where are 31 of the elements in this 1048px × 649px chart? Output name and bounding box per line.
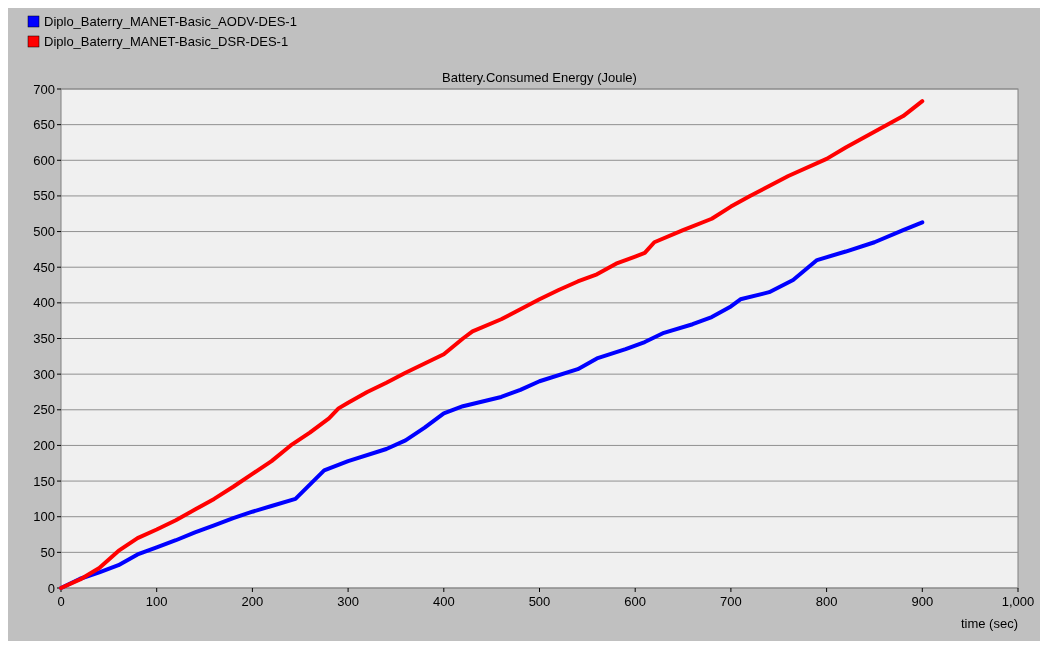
y-tick-label: 700 xyxy=(33,81,55,97)
x-tick-label: 100 xyxy=(145,594,168,609)
y-tick-label: 650 xyxy=(33,117,55,133)
y-tick-label: 100 xyxy=(33,509,55,525)
x-tick-label: 300 xyxy=(337,594,359,609)
y-tick-label: 600 xyxy=(33,152,55,168)
x-tick-label: 500 xyxy=(528,594,551,609)
y-tick-label: 350 xyxy=(33,331,55,347)
y-tick-label: 500 xyxy=(33,224,55,240)
y-tick-label: 450 xyxy=(33,259,55,275)
x-tick-label: 200 xyxy=(241,594,264,609)
y-tick-label: 200 xyxy=(33,437,55,453)
y-tick-label: 300 xyxy=(33,366,55,382)
x-tick-label: 700 xyxy=(720,594,742,609)
y-tick-label: 50 xyxy=(40,544,55,560)
x-tick-label: 900 xyxy=(911,594,934,609)
line-series xyxy=(59,99,925,590)
x-tick-label: 400 xyxy=(432,594,455,609)
y-tick-label: 400 xyxy=(33,295,55,311)
chart-title: Battery.Consumed Energy (Joule) xyxy=(442,70,637,85)
x-axis-title: time (sec) xyxy=(960,616,1018,631)
y-tick-label: 0 xyxy=(47,580,55,596)
x-tick-label: 0 xyxy=(57,594,65,609)
x-tick-label: 1,000 xyxy=(1001,594,1035,609)
legend-label: Diplo_Baterry_MANET-Basic_DSR-DES-1 xyxy=(44,34,289,49)
x-tick-label: 800 xyxy=(815,594,838,609)
y-tick-label: 550 xyxy=(33,188,55,204)
y-tick-label: 250 xyxy=(33,402,55,418)
y-tick-label: 150 xyxy=(33,473,55,489)
x-tick-label: 600 xyxy=(624,594,647,609)
legend-label: Diplo_Baterry_MANET-Basic_AODV-DES-1 xyxy=(44,14,297,29)
